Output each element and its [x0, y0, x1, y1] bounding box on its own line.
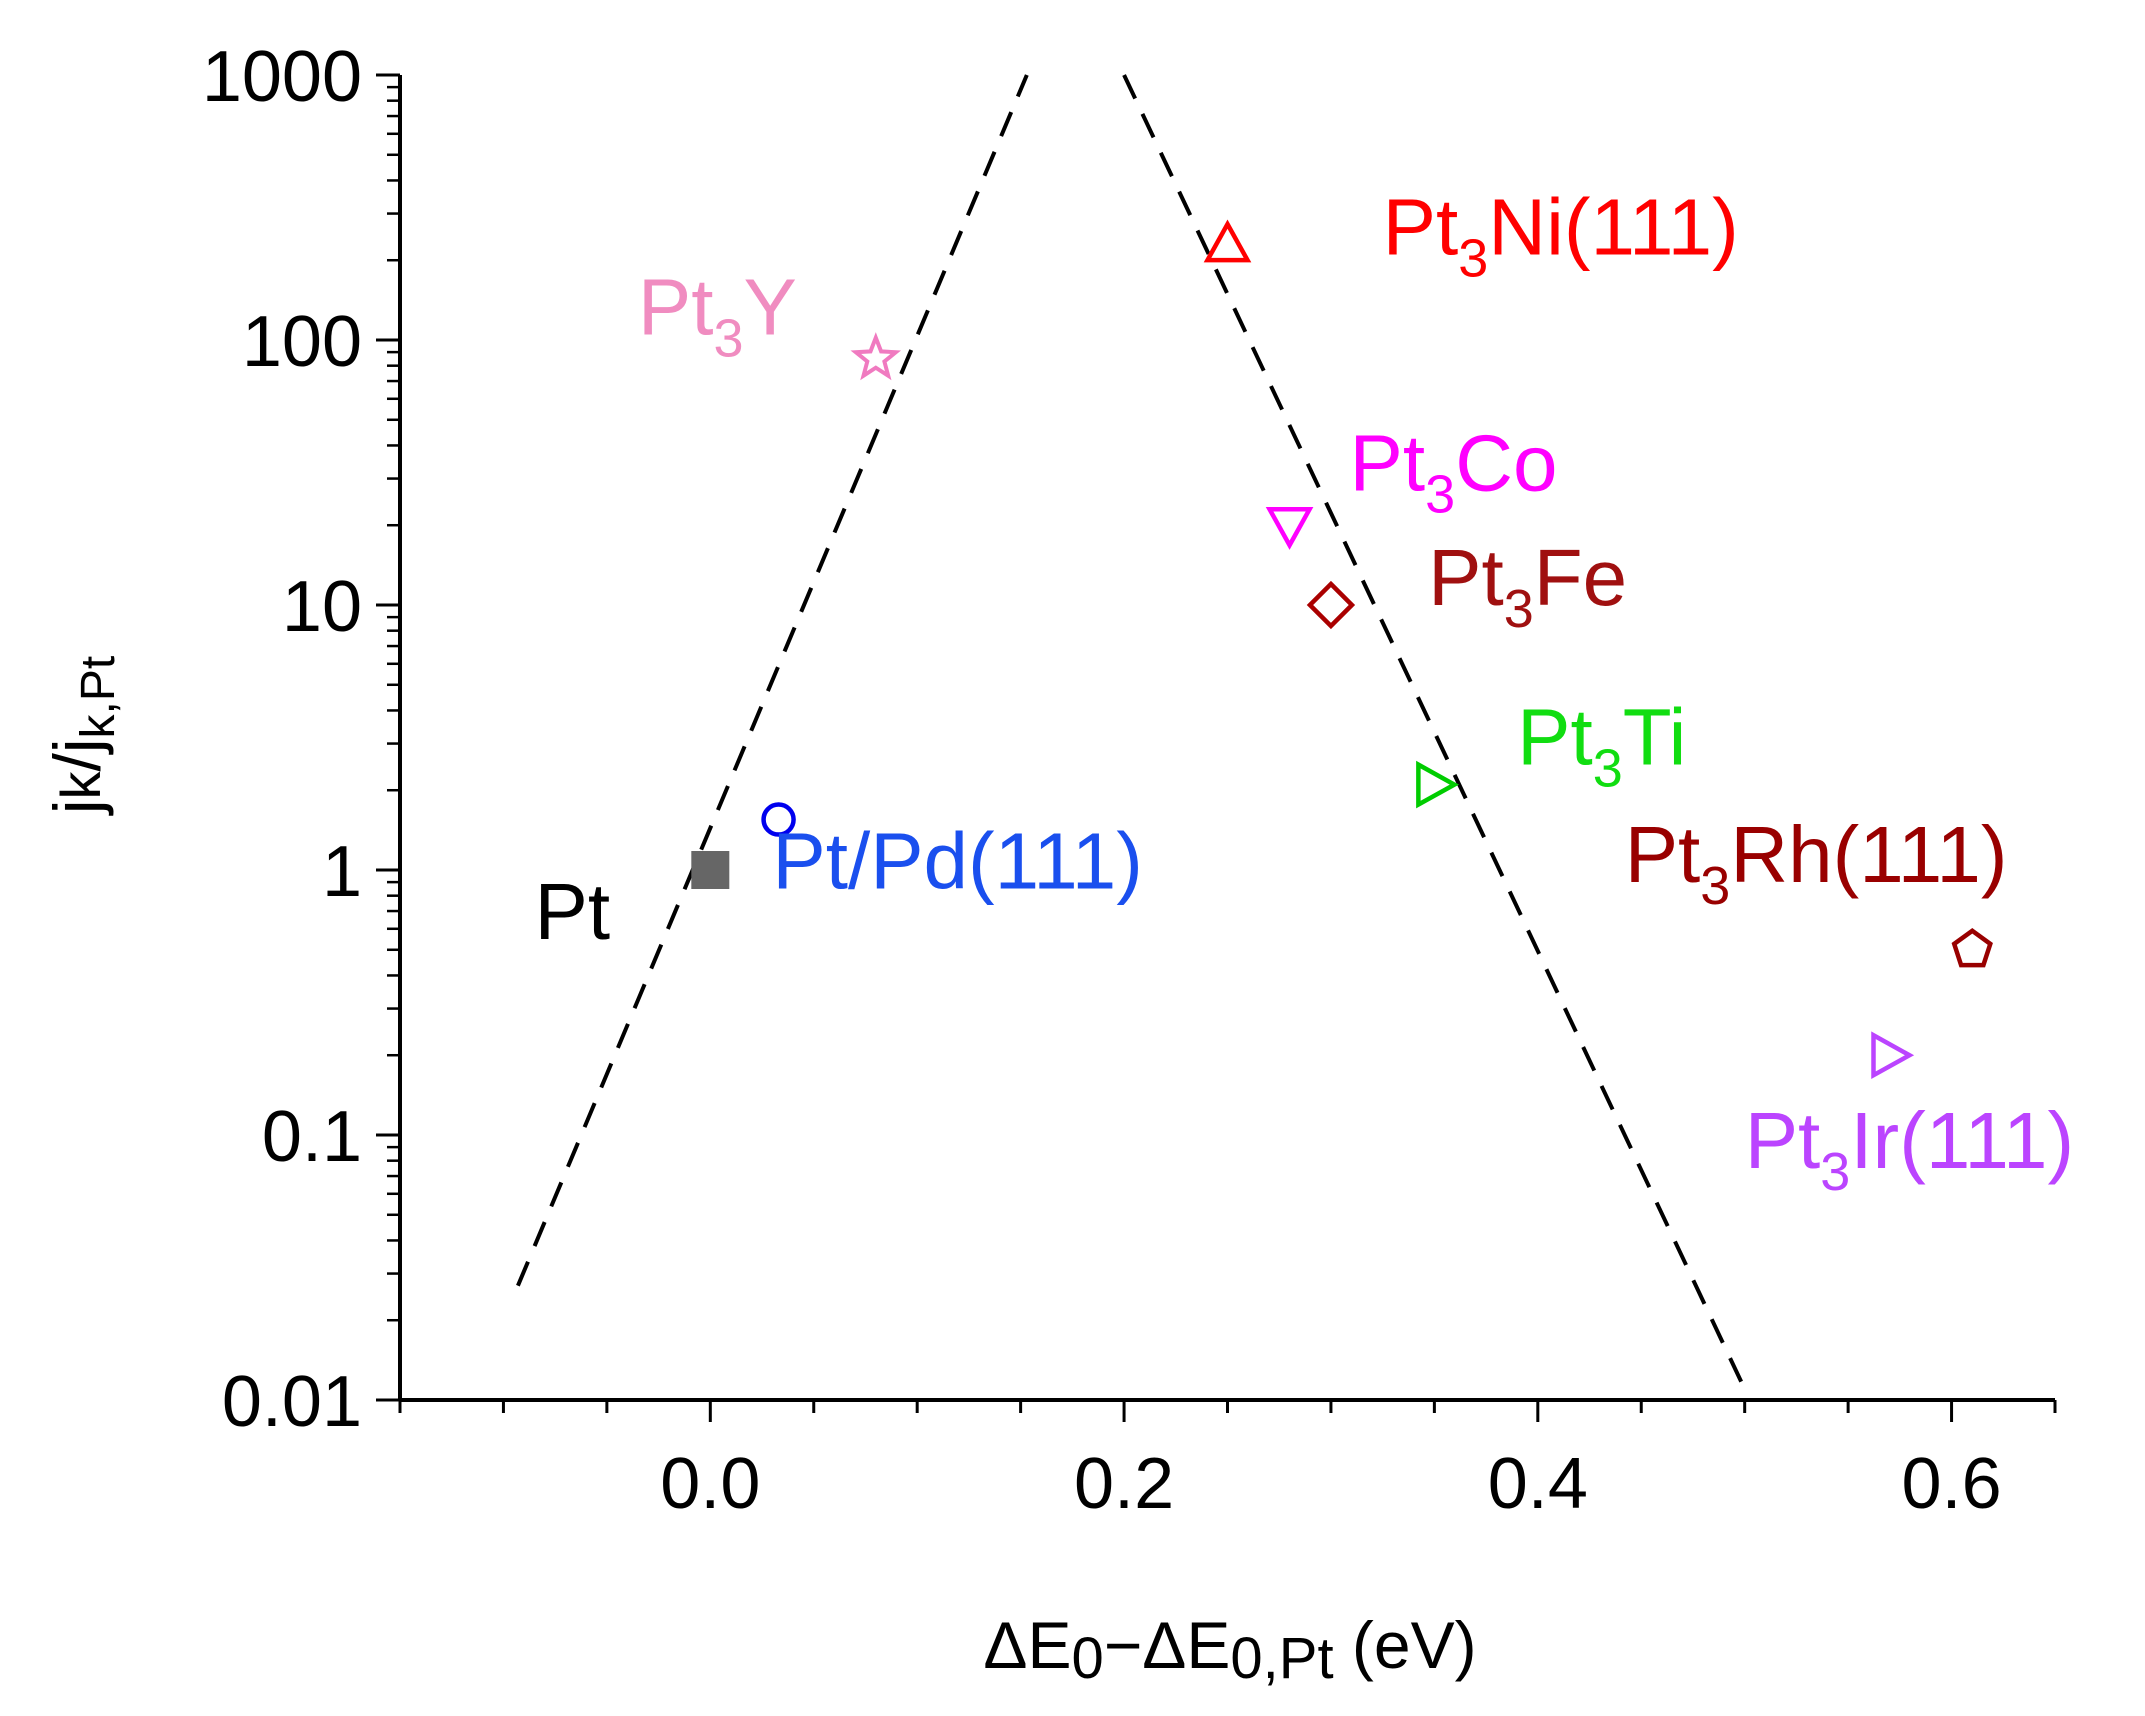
pt3co-label-sub: 3 — [1425, 465, 1455, 525]
pt3ir-marker — [1871, 1031, 1915, 1080]
pt3y-label-sub: 3 — [714, 308, 744, 368]
pt3co-label: Pt3Co — [1350, 419, 1558, 525]
x-tick-label: 0.2 — [1074, 1444, 1174, 1524]
y-tick-label: 1000 — [202, 37, 362, 117]
pt3fe-label-suffix: Fe — [1534, 533, 1627, 622]
y-tick-label: 100 — [242, 302, 362, 382]
pt3ti-label-base: Pt — [1517, 693, 1593, 782]
pt3fe-marker — [1306, 580, 1356, 630]
y-title-j1: j — [40, 800, 114, 817]
y-tick-label: 0.01 — [222, 1362, 362, 1442]
pt3ir-label: Pt3Ir(111) — [1745, 1096, 2074, 1202]
pt3y-label: Pt3Y — [638, 262, 797, 368]
pt3ir-label-base: Pt — [1745, 1096, 1821, 1185]
volcano-line-left-branch — [516, 74, 1029, 1287]
y-tick-label: 10 — [282, 567, 362, 647]
pt3rh-label-base: Pt — [1625, 810, 1701, 899]
pt3ti-marker — [1416, 760, 1460, 809]
pt3ti-label-sub: 3 — [1593, 739, 1623, 799]
x-title-minus-delta: −ΔE — [1104, 1608, 1231, 1682]
x-title-delta1: ΔE — [983, 1608, 1071, 1682]
x-tick-label: 0.4 — [1488, 1444, 1588, 1524]
pt3y-marker — [850, 332, 902, 381]
pt3co-label-base: Pt — [1350, 419, 1426, 508]
pt3ir-label-sub: 3 — [1820, 1142, 1850, 1202]
x-axis-title: ΔE0−ΔE0,Pt (eV) — [983, 1608, 1476, 1691]
pt3rh-label-sub: 3 — [1700, 856, 1730, 916]
y-title-k1: k — [49, 771, 112, 800]
x-tick-label: 0.0 — [660, 1444, 760, 1524]
y-tick-label: 1 — [322, 832, 362, 912]
pt3ni-label-suffix: Ni(111) — [1488, 183, 1738, 272]
y-title-k2: k,Pt — [72, 656, 125, 739]
pt3ni-marker — [1203, 219, 1252, 263]
y-axis-title: jk/jk,Pt — [40, 656, 125, 816]
volcano-lines — [516, 74, 1747, 1390]
axis-titles: ΔE0−ΔE0,Pt (eV) jk/jk,Pt — [40, 656, 1477, 1691]
pt3ti-label-suffix: Ti — [1623, 693, 1687, 782]
pt3co-marker — [1265, 506, 1314, 550]
ptpd-label-base: Pt/Pd(111) — [772, 817, 1143, 906]
pt3ni-label: Pt3Ni(111) — [1383, 183, 1739, 289]
axes: 0.0 0.2 0.4 0.6 0.01 0.1 1 10 100 1000 — [202, 37, 2057, 1524]
x-title-unit: (eV) — [1334, 1608, 1477, 1682]
x-tick-label: 0.6 — [1902, 1444, 2002, 1524]
pt3fe-label-base: Pt — [1428, 533, 1504, 622]
x-title-sub2: 0,Pt — [1230, 1626, 1333, 1691]
x-title-sub1: 0 — [1071, 1626, 1103, 1691]
pt3ni-label-base: Pt — [1383, 183, 1459, 272]
pt3ti-label: Pt3Ti — [1517, 693, 1686, 799]
pt3rh-label: Pt3Rh(111) — [1625, 810, 2008, 916]
pt-label-base: Pt — [534, 867, 610, 956]
data-labels: PtPt/Pd(111)Pt3YPt3Ni(111)Pt3CoPt3FePt3T… — [534, 183, 2074, 1202]
pt3ni-label-sub: 3 — [1458, 229, 1488, 289]
pt3ir-label-suffix: Ir(111) — [1850, 1096, 2074, 1185]
pt3y-label-base: Pt — [638, 262, 714, 351]
pt3co-label-suffix: Co — [1455, 419, 1557, 508]
pt-marker — [691, 851, 730, 889]
pt-label: Pt — [534, 867, 610, 956]
pt3rh-label-suffix: Rh(111) — [1730, 810, 2007, 899]
pt3rh-marker — [1951, 928, 1993, 968]
volcano-line-right-branch — [1122, 74, 1747, 1390]
y-tick-label: 0.1 — [262, 1097, 362, 1177]
pt3y-label-suffix: Y — [744, 262, 797, 351]
ptpd-label: Pt/Pd(111) — [772, 817, 1143, 906]
pt3fe-label: Pt3Fe — [1428, 533, 1627, 639]
ptpd-marker — [761, 802, 796, 837]
y-title-slash-j: /j — [40, 739, 114, 772]
pt3fe-label-sub: 3 — [1504, 579, 1534, 639]
data-markers — [691, 219, 1993, 1080]
